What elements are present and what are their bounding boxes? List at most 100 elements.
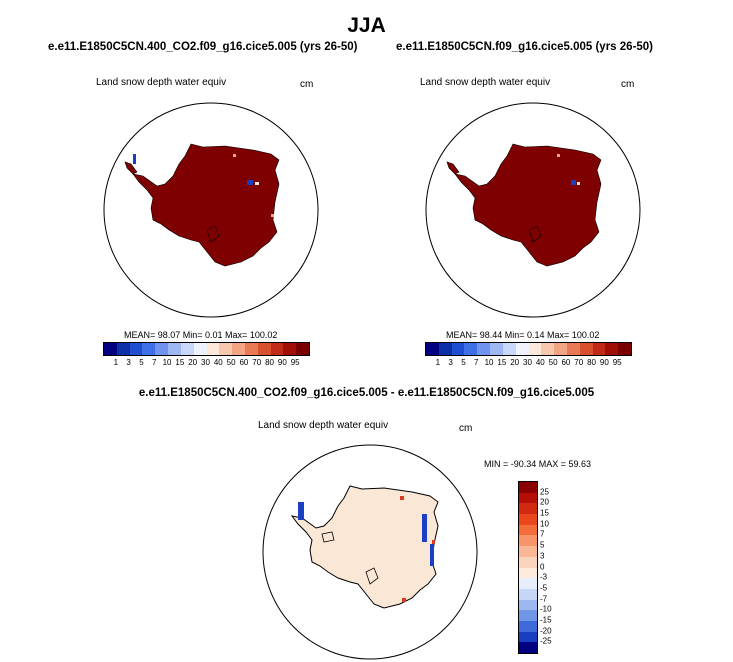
- panel-2-colorbar-tick-label: 30: [523, 358, 532, 367]
- panel-2-colorbar-swatch: [515, 343, 529, 355]
- panel-3-map: [262, 444, 478, 660]
- panel-3-colorbar-swatch: [519, 588, 537, 600]
- panel-1-colorbar-tick-label: 3: [126, 358, 131, 367]
- panel-3-colorbar-tick-label: 5: [540, 540, 545, 550]
- panel-2-colorbar-tick-label: 95: [612, 358, 622, 367]
- panel-1-colorbar-swatch: [296, 343, 309, 355]
- panel-2-colorbar-tick-label: 60: [561, 358, 571, 367]
- panel-3-colorbar-swatch: [519, 642, 537, 653]
- panel-2-variable: Land snow depth water equiv: [420, 77, 551, 88]
- panel-3-colorbar-tick-label: -20: [540, 626, 552, 636]
- panel-3-colorbar-swatch: [519, 610, 537, 621]
- panel-3-colorbar-swatch: [519, 620, 537, 632]
- panel-1-colorbar-swatch: [116, 343, 130, 355]
- panel-1-low-snow-patch: [133, 154, 136, 164]
- panel-2-colorbar-swatch: [592, 343, 606, 355]
- panel-2-units: cm: [621, 79, 635, 90]
- panel-2-colorbar-labels: 1 3 5 7 10 15 20 30 40 50 60 70 80 90 95: [425, 358, 630, 368]
- panel-1-colorbar-tick-label: 7: [152, 358, 157, 367]
- panel-3-units: cm: [459, 423, 473, 434]
- panel-3-colorbar-tick-label: -10: [540, 604, 552, 614]
- figure-title: JJA: [347, 14, 386, 37]
- panel-1-colorbar-swatch: [129, 343, 143, 355]
- panel-1-map: [103, 102, 319, 318]
- panel-1-colorbar-tick-label: 70: [252, 358, 262, 367]
- panel-1-colorbar-tick-label: 60: [239, 358, 249, 367]
- panel-2-colorbar-tick-label: 50: [548, 358, 558, 367]
- panel-3-coast-outline: [321, 531, 335, 543]
- panel-2-colorbar-swatch: [541, 343, 555, 355]
- panel-3-positive-patch: [432, 540, 435, 544]
- panel-3-colorbar-tick-label: -15: [540, 615, 552, 625]
- panel-2-colorbar-swatch: [566, 343, 580, 355]
- panel-1-stats: MEAN= 98.07 Min= 0.01 Max= 100.02: [124, 330, 278, 340]
- panel-1-mid-snow-patch: [271, 214, 274, 217]
- panel-1-colorbar-swatch: [206, 343, 220, 355]
- panel-1-colorbar-tick-label: 30: [201, 358, 210, 367]
- panel-2-colorbar-swatch: [438, 343, 452, 355]
- panel-2-colorbar-tick-label: 90: [599, 358, 609, 367]
- panel-1-colorbar-swatch: [257, 343, 271, 355]
- panel-3-colorbar: [518, 481, 538, 654]
- panel-2-colorbar-swatch: [490, 343, 503, 355]
- panel-1-title: e.e11.E1850C5CN.400_CO2.f09_g16.cice5.00…: [48, 41, 358, 53]
- panel-2-stats: MEAN= 98.44 Min= 0.14 Max= 100.02: [446, 330, 600, 340]
- panel-1-colorbar-swatch: [219, 343, 233, 355]
- panel-1-colorbar-tick-label: 15: [175, 358, 185, 367]
- panel-3-colorbar-swatch: [519, 535, 537, 547]
- panel-3-colorbar-tick-label: 0: [540, 562, 545, 571]
- panel-3-negative-patch: [298, 502, 304, 520]
- panel-1-colorbar-swatch: [142, 343, 156, 355]
- panel-2-colorbar-tick-label: 3: [448, 358, 453, 367]
- panel-2-colorbar-swatch: [426, 343, 439, 355]
- panel-1-colorbar-tick-label: 80: [265, 358, 275, 367]
- panel-2-colorbar-tick-label: 7: [474, 358, 479, 367]
- panel-3-negative-patch: [422, 514, 427, 542]
- panel-1-colorbar: [103, 342, 310, 356]
- panel-2-peninsula: [446, 161, 460, 175]
- panel-2-colorbar-swatch: [618, 343, 631, 355]
- panel-2-colorbar-tick-label: 15: [497, 358, 507, 367]
- panel-3-colorbar-tick-label: -5: [540, 583, 548, 593]
- panel-2-colorbar-tick-label: 1: [435, 358, 441, 367]
- panel-3-colorbar-tick-label: 3: [540, 551, 545, 561]
- panel-3-colorbar-tick-label: 20: [540, 497, 549, 507]
- panel-1-colorbar-tick-label: 90: [277, 358, 287, 367]
- panel-1-colorbar-tick-label: 10: [162, 358, 172, 367]
- panel-1-colorbar-tick-label: 5: [139, 358, 144, 367]
- panel-3-title: e.e11.E1850C5CN.400_CO2.f09_g16.cice5.00…: [138, 387, 595, 399]
- panel-2-colorbar-tick-label: 40: [535, 358, 545, 367]
- panel-1-mid-snow-patch: [233, 154, 236, 157]
- panel-1-colorbar-tick-label: 1: [113, 358, 119, 367]
- panel-2-colorbar: [425, 342, 632, 356]
- panel-1-colorbar-swatch: [232, 343, 245, 355]
- panel-2-colorbar-swatch: [451, 343, 465, 355]
- panel-2-title: e.e11.E1850C5CN.f09_g16.cice5.005 (yrs 2…: [396, 41, 654, 53]
- panel-2-colorbar-tick-label: 5: [461, 358, 466, 367]
- panel-2-colorbar-swatch: [579, 343, 593, 355]
- panel-2-ice-shelf-outline: [528, 225, 542, 243]
- panel-2-colorbar-swatch: [477, 343, 491, 355]
- panel-1-colorbar-swatch: [193, 343, 207, 355]
- panel-3-colorbar-swatch: [519, 556, 537, 568]
- panel-3-colorbar-tick-label: 10: [540, 519, 549, 529]
- panel-3-colorbar-labels: 25 20 15 10 7 5 3 0 -3 -5 -7 -10 -15 -20 -25: [540, 481, 570, 652]
- panel-1-low-snow-patch: [247, 180, 253, 185]
- panel-2-colorbar-swatch: [554, 343, 567, 355]
- panel-1-colorbar-swatch: [168, 343, 181, 355]
- panel-2-colorbar-tick-label: 80: [587, 358, 597, 367]
- panel-3-colorbar-swatch: [519, 492, 537, 504]
- panel-3-colorbar-swatch: [519, 503, 537, 515]
- panel-3-antarctica: [290, 485, 439, 609]
- panel-1-colorbar-swatch: [104, 343, 117, 355]
- panel-3-colorbar-swatch: [519, 482, 537, 493]
- panel-3-stats: MIN = -90.34 MAX = 59.63: [484, 459, 592, 469]
- panel-2-mid-snow-patch: [577, 182, 580, 185]
- panel-3-ice-shelf-outline: [365, 567, 379, 585]
- panel-3-colorbar-swatch: [519, 546, 537, 557]
- panel-2-colorbar-tick-label: 20: [510, 358, 520, 367]
- panel-2-antarctica: [454, 143, 602, 267]
- panel-3-colorbar-tick-label: 15: [540, 508, 549, 518]
- panel-2-map: [425, 102, 641, 318]
- panel-3-positive-patch: [400, 496, 404, 500]
